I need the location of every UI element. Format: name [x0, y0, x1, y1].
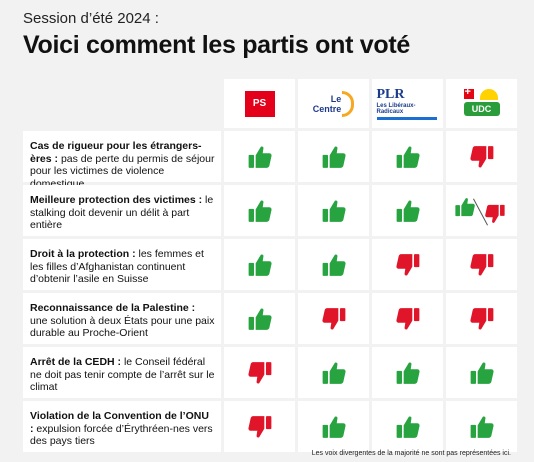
thumbs-up-icon [248, 199, 272, 222]
centre-logo-line1: Le [330, 93, 342, 104]
plr-logo-text: PLR [376, 86, 405, 102]
thumbs-up-icon [396, 415, 420, 438]
thumbs-up-icon [322, 415, 346, 438]
sun-icon [479, 88, 498, 100]
thumbs-down-icon [247, 415, 271, 438]
question-label: Reconnaissance de la Palestine : une sol… [23, 293, 221, 344]
plr-logo-icon: PLR Les Libéraux-Radicaux [376, 86, 439, 120]
vote-cell-plr [372, 131, 443, 182]
vote-cell-plr [372, 347, 443, 398]
thumbs-down-icon [469, 253, 493, 276]
thumbs-up-icon [470, 361, 494, 384]
question-label: Droit à la protection : les femmes et le… [23, 239, 221, 290]
thumbs-up-icon [470, 415, 494, 438]
vote-cell-ps [224, 185, 295, 236]
page-title: Voici comment les partis ont voté [23, 31, 410, 59]
thumbs-up-icon [248, 253, 272, 276]
question-description: le Conseil fédéral ne doit pas tenir com… [30, 356, 215, 393]
thumbs-up-icon [396, 145, 420, 168]
vote-cell-centre [298, 293, 369, 344]
question-title: Reconnaissance de la Palestine : [30, 302, 196, 314]
split-vote [452, 193, 512, 229]
question-title: Meilleure protection des victimes : [30, 194, 203, 206]
thumbs-down-icon [321, 307, 345, 330]
centre-logo-icon: Le Centre [312, 90, 355, 117]
question-description: expulsion forcée d’Érythréen-nes vers de… [30, 422, 213, 448]
footnote: Les voix divergentes de la majorité ne s… [311, 450, 511, 457]
vote-cell-udc [446, 293, 517, 344]
party-logo-udc: UDC [446, 79, 517, 128]
thumbs-up-icon [322, 145, 346, 168]
question-label: Cas de rigueur pour les étrangers-ères :… [23, 131, 221, 190]
party-logo-centre: Le Centre [298, 79, 369, 128]
votes-table: Cas de rigueur pour les étrangers-ères :… [23, 131, 517, 455]
ps-logo-text: PS [252, 98, 267, 109]
vote-cell-ps [224, 293, 295, 344]
question-label: Meilleure protection des victimes : le s… [23, 185, 221, 236]
vote-cell-centre [298, 131, 369, 182]
vote-cell-ps [224, 239, 295, 290]
vote-row: Violation de la Convention de l’ONU : ex… [23, 401, 517, 452]
udc-logo-text: UDC [463, 101, 500, 116]
vote-cell-centre [298, 401, 369, 452]
question-title: Cas de rigueur pour les étrangers-ères : [30, 140, 202, 165]
thumbs-up-icon [248, 307, 272, 330]
vote-row: Cas de rigueur pour les étrangers-ères :… [23, 131, 517, 190]
vote-cell-udc [446, 347, 517, 398]
thumbs-up-icon [322, 253, 346, 276]
swiss-flag-icon [463, 86, 474, 99]
vote-row: Reconnaissance de la Palestine : une sol… [23, 293, 517, 344]
ps-logo-icon: PS [244, 90, 275, 117]
plr-logo-bar [376, 116, 437, 120]
thumbs-down-icon [469, 145, 493, 168]
centre-arc-icon [342, 90, 355, 117]
vote-cell-udc [446, 401, 517, 452]
thumbs-down-icon [469, 307, 493, 330]
vote-cell-ps [224, 401, 295, 452]
vote-row: Meilleure protection des victimes : le s… [23, 185, 517, 236]
vote-cell-udc [446, 131, 517, 182]
plr-logo-subtext: Les Libéraux-Radicaux [376, 102, 416, 115]
vote-row: Arrêt de la CEDH : le Conseil fédéral ne… [23, 347, 517, 398]
page-subtitle: Session d’été 2024 : [23, 10, 159, 27]
question-title: Droit à la protection : [30, 248, 136, 260]
thumbs-up-icon [454, 197, 475, 216]
question-description: les femmes et les filles d’Afghanistan c… [30, 248, 204, 285]
vote-cell-plr [372, 185, 443, 236]
vote-row: Droit à la protection : les femmes et le… [23, 239, 517, 290]
thumbs-down-icon [247, 361, 271, 384]
vote-cell-udc [446, 185, 517, 236]
party-header-row: PS Le Centre PLR Les Libéraux-Radicaux U… [224, 79, 517, 128]
vote-cell-ps [224, 347, 295, 398]
thumbs-down-icon [484, 204, 505, 223]
question-title: Arrêt de la CEDH : [30, 356, 122, 368]
thumbs-down-icon [395, 307, 419, 330]
question-title: Violation de la Convention de l’ONU : [30, 410, 209, 435]
question-label: Violation de la Convention de l’ONU : ex… [23, 401, 221, 452]
centre-logo-line2: Centre [312, 103, 342, 114]
vote-cell-plr [372, 239, 443, 290]
question-description: le stalking doit devenir un délit à part… [30, 194, 214, 231]
question-label: Arrêt de la CEDH : le Conseil fédéral ne… [23, 347, 221, 398]
vote-cell-ps [224, 131, 295, 182]
party-logo-plr: PLR Les Libéraux-Radicaux [372, 79, 443, 128]
thumbs-up-icon [396, 199, 420, 222]
thumbs-up-icon [248, 145, 272, 168]
vote-cell-udc [446, 239, 517, 290]
udc-logo-icon: UDC [462, 86, 502, 119]
vote-cell-centre [298, 185, 369, 236]
vote-cell-plr [372, 293, 443, 344]
thumbs-up-icon [322, 361, 346, 384]
thumbs-up-icon [396, 361, 420, 384]
question-description: pas de perte du permis de séjour pour le… [30, 152, 215, 190]
party-logo-ps: PS [224, 79, 295, 128]
vote-cell-plr [372, 401, 443, 452]
vote-cell-centre [298, 239, 369, 290]
thumbs-up-icon [322, 199, 346, 222]
vote-cell-centre [298, 347, 369, 398]
question-description: une solution à deux États pour une paix … [30, 314, 215, 340]
thumbs-down-icon [395, 253, 419, 276]
